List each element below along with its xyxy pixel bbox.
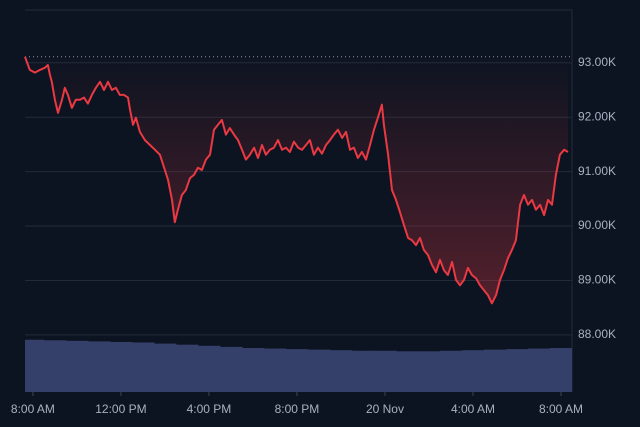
volume-bar — [527, 348, 551, 392]
y-tick-label: 92.00K — [578, 109, 616, 123]
x-tick-label: 4:00 AM — [451, 402, 495, 416]
volume-bar — [25, 339, 45, 392]
x-tick-label: 20 Nov — [366, 402, 404, 416]
x-tick-label: 8:00 AM — [11, 402, 55, 416]
volume-bar — [461, 350, 485, 392]
volume-bar — [505, 349, 529, 392]
volume-bar — [219, 346, 243, 392]
volume-bar — [329, 350, 353, 392]
x-tick-label: 8:00 PM — [275, 402, 320, 416]
y-tick-label: 90.00K — [578, 218, 616, 232]
volume-bar — [65, 340, 89, 392]
volume-bar — [197, 345, 221, 392]
volume-bar — [351, 350, 375, 392]
volume-bar — [87, 341, 111, 392]
volume-bar — [439, 350, 463, 392]
x-tick-label: 4:00 PM — [187, 402, 232, 416]
y-tick-label: 89.00K — [578, 273, 616, 287]
volume-bar — [43, 340, 67, 392]
y-tick-label: 91.00K — [578, 164, 616, 178]
volume-bar — [373, 350, 397, 392]
volume-bar — [241, 348, 265, 392]
volume-bar — [417, 351, 441, 392]
y-tick-label: 88.00K — [578, 327, 616, 341]
area-fill — [25, 56, 568, 304]
volume-bar — [153, 343, 177, 392]
volume-bar — [483, 349, 507, 392]
volume-bar — [131, 342, 155, 392]
volume-bar — [307, 349, 331, 392]
x-tick-label: 8:00 AM — [539, 402, 583, 416]
volume-bar — [395, 351, 419, 392]
volume-bar — [263, 348, 287, 392]
x-tick-label: 12:00 PM — [95, 402, 146, 416]
volume-group — [25, 339, 572, 392]
volume-bar — [285, 349, 309, 392]
price-line — [24, 56, 569, 305]
volume-bar — [109, 341, 133, 392]
volume-bar — [549, 348, 572, 392]
y-tick-label: 93.00K — [578, 55, 616, 69]
volume-bar — [175, 344, 199, 392]
